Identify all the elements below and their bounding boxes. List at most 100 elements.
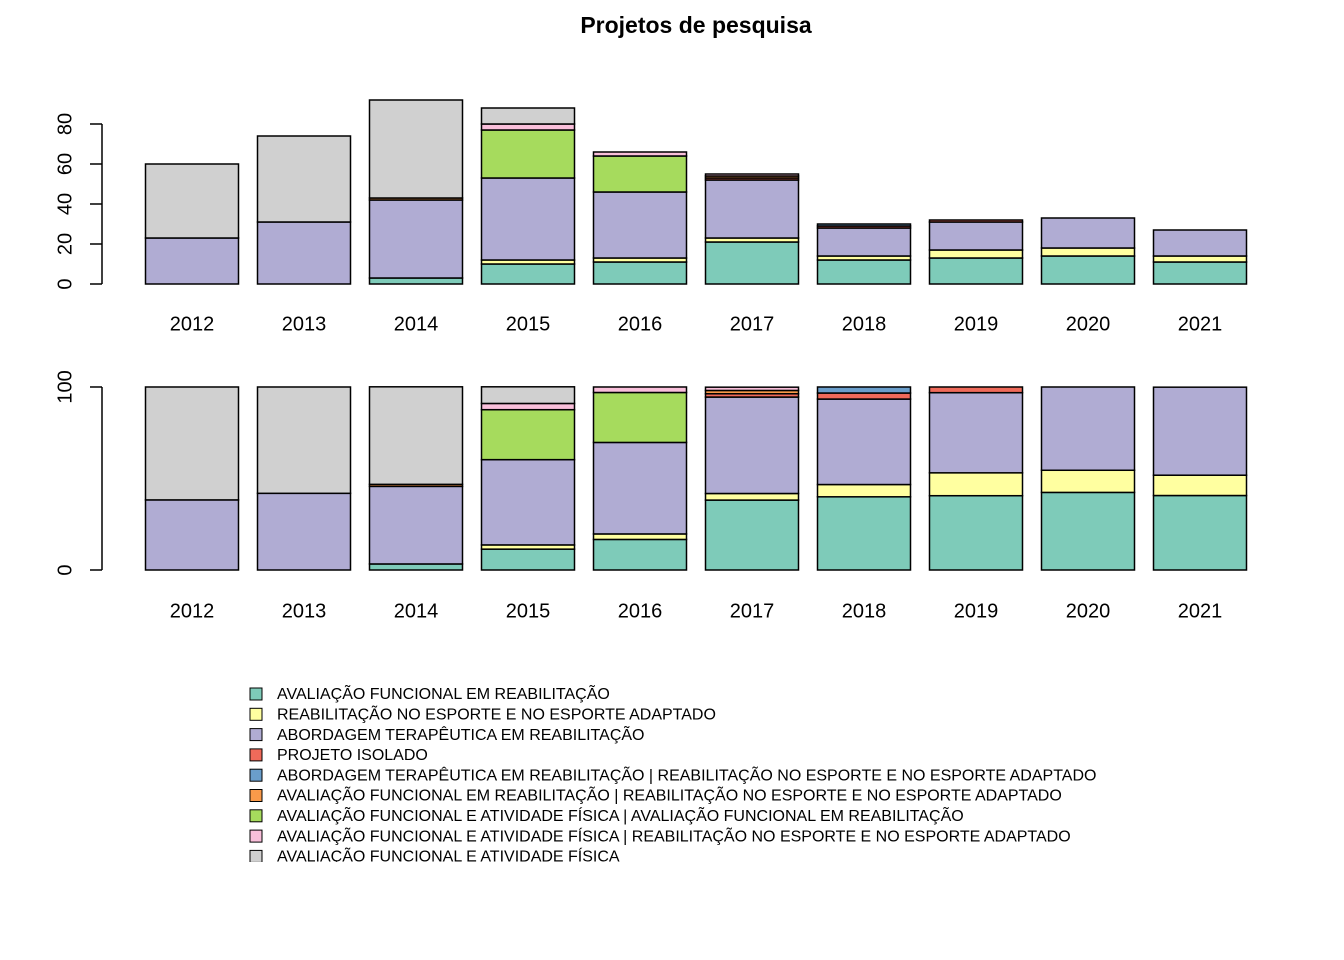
bar-segment: [928, 219, 1024, 223]
legend-label: AVALIAÇÃO FUNCIONAL EM REABILITAÇÃO: [277, 683, 610, 703]
legend-label: AVALIAÇÃO FUNCIONAL E ATIVIDADE FÍSICA |…: [277, 805, 964, 825]
x-tick-label: 2020: [1066, 600, 1111, 622]
bar-segment: [480, 177, 576, 261]
x-tick-label: 2019: [954, 600, 999, 622]
x-tick-label: 2016: [618, 600, 663, 622]
bar-segment: [480, 402, 576, 411]
bar-segment: [704, 386, 800, 392]
bar-segment: [368, 563, 464, 571]
bar-segment: [144, 499, 240, 571]
y-tick-label: 20: [54, 233, 76, 255]
legend-label: AVALIAÇÃO FUNCIONAL E ATIVIDADE FÍSICA |…: [277, 825, 1071, 845]
y-tick-label: 100: [54, 370, 76, 403]
y-tick-label: 40: [54, 193, 76, 215]
bar-segment: [1040, 491, 1136, 571]
legend-swatch: [249, 829, 263, 843]
x-tick-label: 2016: [618, 313, 663, 335]
bar-segment: [480, 548, 576, 571]
x-tick-label: 2015: [506, 313, 551, 335]
x-tick-label: 2013: [282, 313, 327, 335]
x-tick-label: 2019: [954, 313, 999, 335]
bar-segment: [592, 441, 688, 535]
bar-segment: [928, 494, 1024, 571]
bar-segment: [816, 392, 912, 400]
bar-segment: [144, 386, 240, 501]
bar-segment: [928, 472, 1024, 497]
bar-segment: [592, 191, 688, 259]
bar-segment: [592, 386, 688, 394]
bar-segment: [816, 483, 912, 498]
x-tick-label: 2017: [730, 600, 775, 622]
legend-label: PROJETO ISOLADO: [277, 747, 428, 764]
bar-segment: [592, 391, 688, 444]
bar-segment: [1152, 229, 1248, 257]
bar-segment: [704, 396, 800, 495]
bar-segment: [816, 259, 912, 285]
y-tick-label: 80: [54, 113, 76, 135]
x-tick-label: 2014: [394, 313, 439, 335]
legend-swatch: [249, 707, 263, 721]
bar-segment: [368, 99, 464, 199]
bar-segment: [1152, 255, 1248, 263]
legend-label: ABORDAGEM TERAPÊUTICA EM REABILITAÇÃO | …: [277, 764, 1096, 784]
y-tick-label: 0: [54, 564, 76, 575]
chart-title: Projetos de pesquisa: [580, 12, 812, 38]
bar-segment: [704, 241, 800, 285]
bar-segment: [816, 386, 912, 394]
x-tick-label: 2012: [170, 600, 215, 622]
bar-segment: [480, 263, 576, 285]
bar-segment: [256, 221, 352, 285]
x-tick-label: 2021: [1178, 600, 1223, 622]
bar-segment: [928, 221, 1024, 251]
bar-segment: [816, 496, 912, 571]
legend-swatch: [249, 789, 263, 802]
bar-segment: [928, 391, 1024, 474]
bar-segment: [592, 261, 688, 285]
bar-segment: [480, 408, 576, 461]
legend-swatch: [249, 849, 263, 862]
bar-segment: [368, 199, 464, 279]
bar-segment: [1040, 386, 1136, 472]
bar-segment: [144, 163, 240, 239]
legend-swatch: [249, 748, 263, 762]
bar-segment: [704, 179, 800, 239]
legend-swatch: [249, 687, 263, 701]
bar-segment: [1040, 255, 1136, 285]
x-tick-label: 2020: [1066, 313, 1111, 335]
bar-segment: [1152, 386, 1248, 476]
bar-segment: [256, 492, 352, 571]
legend-label: AVALIAÇÃO FUNCIONAL EM REABILITAÇÃO | RE…: [277, 785, 1062, 805]
y-tick-label: 60: [54, 153, 76, 175]
x-tick-label: 2018: [842, 600, 887, 622]
bar-segment: [928, 257, 1024, 285]
x-tick-label: 2021: [1178, 313, 1223, 335]
bar-segment: [368, 485, 464, 565]
legend-label: ABORDAGEM TERAPÊUTICA EM REABILITAÇÃO: [277, 724, 644, 744]
legend-label: REABILITAÇÃO NO ESPORTE E NO ESPORTE ADA…: [277, 704, 716, 724]
bar-segment: [592, 538, 688, 571]
legend-swatch: [249, 809, 263, 823]
x-tick-label: 2014: [394, 600, 439, 622]
bar-segment: [1152, 494, 1248, 571]
bar-segment: [704, 499, 800, 571]
bar-segment: [368, 386, 464, 486]
bar-segment: [256, 135, 352, 223]
bar-segment: [1040, 247, 1136, 257]
bar-segment: [480, 123, 576, 131]
bar-segment: [1152, 474, 1248, 497]
bar-segment: [816, 398, 912, 486]
bar-segment: [480, 107, 576, 125]
legend-label: AVALIAÇÃO FUNCIONAL E ATIVIDADE FÍSICA: [277, 846, 620, 866]
bar-segment: [256, 386, 352, 495]
bar-segment: [704, 173, 800, 177]
bar-segment: [368, 277, 464, 285]
bar-segment: [704, 492, 800, 501]
bar-segment: [1040, 469, 1136, 494]
x-tick-label: 2012: [170, 313, 215, 335]
bar-segment: [816, 227, 912, 257]
bar-segment: [928, 249, 1024, 259]
x-tick-label: 2017: [730, 313, 775, 335]
bar-segment: [480, 129, 576, 179]
legend-swatch: [249, 728, 263, 742]
